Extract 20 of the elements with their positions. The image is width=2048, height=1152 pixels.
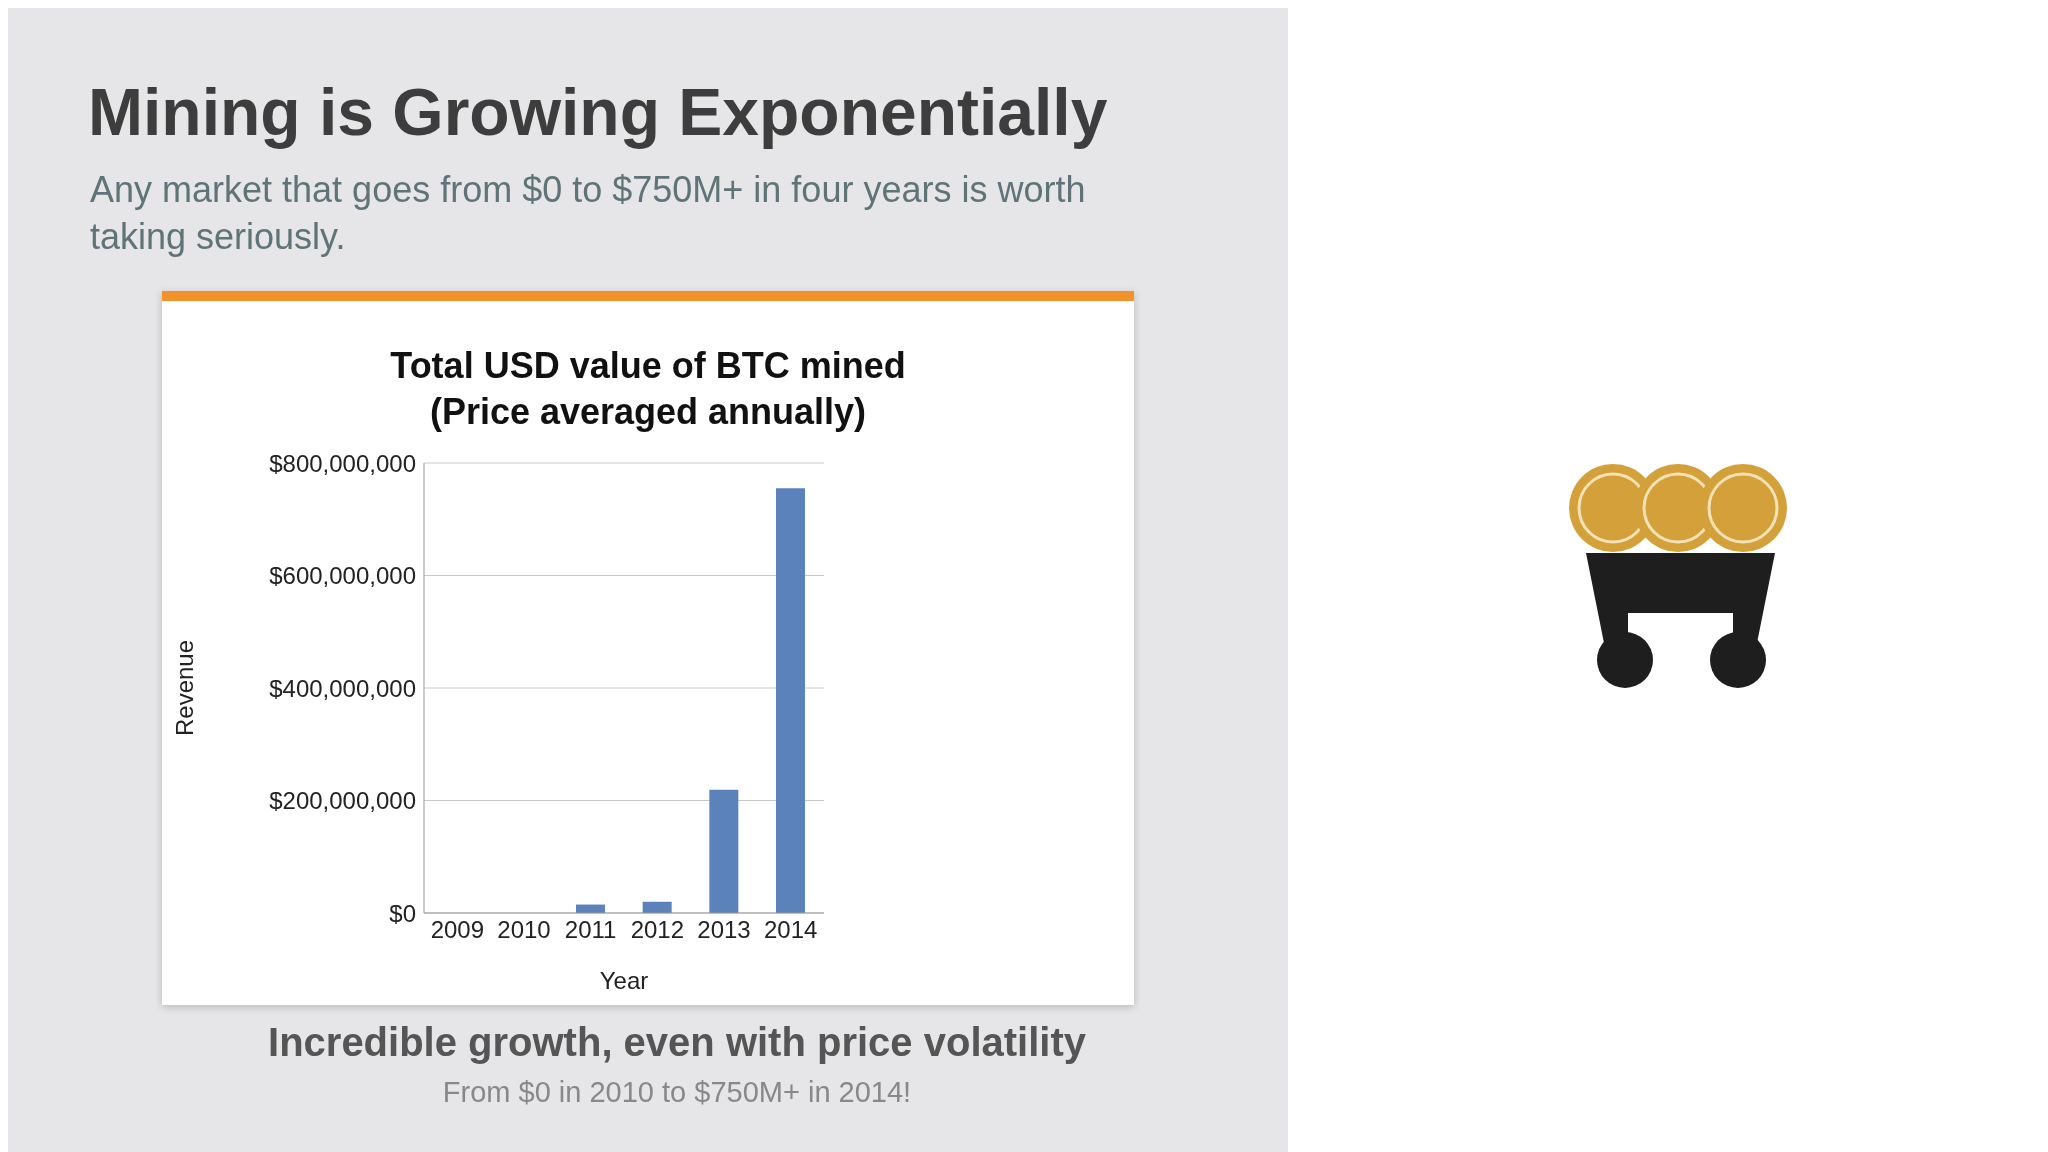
- x-tick-label: 2009: [430, 916, 485, 944]
- y-axis-title: Revenue: [170, 639, 198, 737]
- chart-title: Total USD value of BTC mined (Price averaged annually): [389, 344, 907, 434]
- bar: [709, 789, 739, 913]
- bar: [776, 488, 805, 913]
- x-tick-label: 2014: [763, 916, 818, 944]
- y-tick-label: $800,000,000: [269, 449, 416, 477]
- x-tick-label: 2013: [697, 916, 751, 944]
- text: Mining is Growing Exponentially: [88, 74, 1108, 150]
- y-tick-label: $0: [389, 899, 416, 927]
- y-tick-label: $600,000,000: [269, 562, 416, 590]
- text: Any market that goes from $0 to $750M+ in four years is worth taking seriously.: [90, 168, 1087, 259]
- y-tick-label: $400,000,000: [269, 674, 416, 702]
- x-tick-label: 2011: [564, 916, 617, 944]
- x-axis-title: Year: [599, 967, 649, 994]
- y-tick-label: $200,000,000: [269, 787, 416, 815]
- text: From $0 in 2010 to $750M+ in 2014!: [441, 1076, 913, 1109]
- x-tick-label: 2012: [630, 916, 685, 944]
- x-tick-label: 2010: [497, 916, 551, 944]
- text: Incredible growth, even with price volatility: [267, 1020, 1087, 1065]
